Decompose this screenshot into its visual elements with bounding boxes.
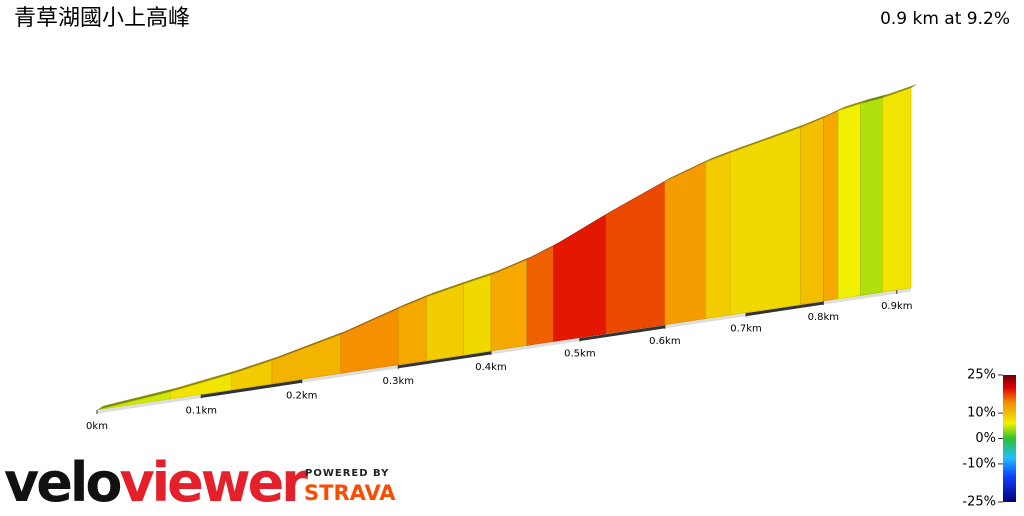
x-tick-label: 0.4km: [475, 362, 506, 373]
segment-top: [170, 369, 238, 392]
colorbar: [1003, 375, 1016, 502]
segment: [860, 97, 883, 296]
segment-top: [231, 356, 278, 374]
chart-title: 青草湖國小上高峰: [14, 6, 190, 31]
segment: [340, 308, 399, 374]
segment: [705, 152, 731, 320]
segment: [526, 245, 554, 346]
logo: veloviewer: [4, 451, 308, 512]
segment-top: [490, 255, 533, 276]
x-tick-label: 0km: [86, 421, 108, 432]
segment: [838, 103, 861, 300]
segment: [490, 259, 528, 352]
segment: [397, 296, 427, 366]
profile: 0km 0.1km 0.2km 0.3km 0.4km 0.5km 0.6km 0.7km 0.…: [86, 84, 918, 432]
colorbar-ticks: 25% 10% 0% -10% -25%: [962, 368, 1003, 510]
x-tick-label: 0.1km: [186, 405, 217, 416]
segment-top: [838, 99, 867, 111]
x-tick-label: 0.7km: [730, 324, 761, 335]
segment-top: [860, 94, 889, 104]
colorbar-tick-label: 0%: [975, 431, 996, 446]
segment-top: [463, 271, 497, 285]
segment-top: [398, 293, 433, 309]
segment: [882, 87, 912, 293]
segment: [823, 110, 839, 302]
colorbar-tick-label: -10%: [962, 456, 996, 471]
segment-top: [800, 113, 830, 128]
segment-top: [97, 387, 177, 410]
segment: [800, 117, 824, 305]
base-dash: [201, 379, 302, 398]
x-tick-label: 0.9km: [881, 301, 912, 312]
base-dash: [745, 301, 824, 317]
segment-top: [730, 123, 807, 153]
base-dash: [579, 325, 666, 342]
segment: [729, 127, 801, 316]
summary: 0.9 km at 9.2%: [880, 9, 1010, 29]
segment-top: [271, 330, 347, 361]
segment-top: [705, 148, 737, 163]
x-tick-label: 0.3km: [383, 376, 414, 387]
logo-part: viewer: [119, 451, 308, 512]
x-tick-label: 0.8km: [808, 312, 839, 323]
strava: STRAVA: [304, 481, 396, 505]
segment: [664, 161, 707, 326]
colorbar-tick-label: 25%: [967, 368, 996, 383]
segment: [463, 274, 492, 356]
segment: [553, 214, 607, 342]
x-tick-label: 0.6km: [649, 336, 680, 347]
colorbar-tick-label: 10%: [967, 406, 996, 421]
segment-top: [882, 84, 918, 99]
x-tick-label: 0.5km: [564, 349, 595, 360]
x-tick-label: 0.2km: [286, 390, 317, 401]
base-dash: [398, 351, 492, 369]
logo-part: velo: [4, 451, 120, 512]
powered-by: POWERED BY: [305, 468, 389, 479]
colorbar-tick-label: -25%: [962, 495, 996, 510]
segment-top: [426, 280, 470, 298]
segment: [605, 181, 666, 335]
segment: [426, 283, 464, 361]
